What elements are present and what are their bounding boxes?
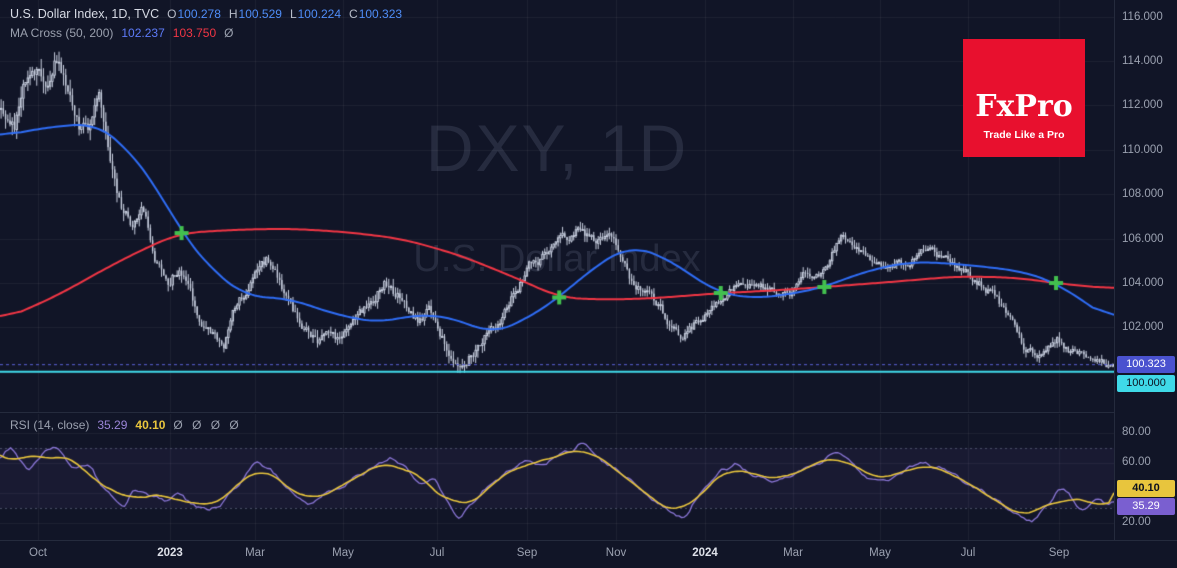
level-price-badge: 100.000	[1117, 375, 1175, 392]
time-axis-label: May	[869, 547, 891, 559]
rsi-value: 35.29	[97, 418, 128, 432]
main-price-pane[interactable]: DXY, 1D U.S. Dollar Index U.S. Dollar In…	[0, 0, 1114, 412]
ma-cross-label[interactable]: MA Cross (50, 200)	[10, 26, 114, 40]
rsi-smooth-value: 40.10	[135, 418, 166, 432]
time-axis-label-year: 2024	[692, 547, 718, 559]
time-axis-label: Sep	[516, 547, 538, 559]
price-axis-label: 104.000	[1122, 277, 1164, 289]
time-axis-label: Mar	[783, 547, 803, 559]
price-axis-label: 112.000	[1122, 99, 1163, 111]
time-axis-label: Jul	[960, 547, 976, 559]
ohlc-low: L 100.224	[290, 7, 341, 21]
ma50-value: 102.237	[121, 26, 165, 40]
time-axis-label: May	[332, 547, 354, 559]
ohlc-high: H 100.529	[229, 7, 282, 21]
high-value: 100.529	[238, 7, 282, 21]
hidden-values-icon: Ø	[224, 26, 237, 40]
hidden-values-icons: Ø Ø Ø Ø	[173, 418, 242, 432]
rsi-chart-canvas[interactable]	[0, 414, 1114, 541]
time-axis-label: Oct	[29, 547, 47, 559]
symbol-title[interactable]: U.S. Dollar Index, 1D, TVC	[10, 7, 160, 21]
main-legend-row[interactable]: U.S. Dollar Index, 1D, TVC O 100.278 H 1…	[10, 7, 402, 21]
close-value: 100.323	[358, 7, 403, 21]
time-axis-label: Jul	[429, 547, 445, 559]
time-axis-label: Sep	[1048, 547, 1070, 559]
price-axis-label: 108.000	[1122, 188, 1164, 200]
price-axis-label: 114.000	[1122, 55, 1163, 67]
fxpro-logo: FxPro Trade Like a Pro	[963, 39, 1085, 157]
close-label: C	[349, 7, 358, 21]
fxpro-brand-text: FxPro	[975, 89, 1073, 124]
time-axis-label: Mar	[245, 547, 265, 559]
price-axis-label: 110.000	[1122, 144, 1163, 156]
ohlc-open: O 100.278	[167, 7, 221, 21]
time-axis[interactable]: Oct 2023 Mar May Jul Sep Nov 2024 Mar Ma…	[0, 540, 1177, 568]
price-chart-canvas[interactable]	[0, 0, 1114, 412]
price-axis-label: 116.000	[1122, 11, 1163, 23]
rsi-value-badge: 35.29	[1117, 498, 1175, 515]
fxpro-tagline: Trade Like a Pro	[983, 129, 1065, 141]
price-axis[interactable]: 116.000 114.000 112.000 110.000 108.000 …	[1114, 0, 1177, 540]
low-value: 100.224	[297, 7, 342, 21]
last-price-badge: 100.323	[1117, 356, 1175, 373]
rsi-axis-label: 80.00	[1122, 426, 1151, 438]
rsi-label[interactable]: RSI (14, close)	[10, 418, 90, 432]
time-axis-label: Nov	[605, 547, 627, 559]
rsi-axis-label: 20.00	[1122, 516, 1151, 528]
rsi-smooth-badge: 40.10	[1117, 480, 1175, 497]
rsi-legend-row[interactable]: RSI (14, close) 35.29 40.10 Ø Ø Ø Ø	[10, 418, 242, 432]
ohlc-close: C 100.323	[349, 7, 402, 21]
rsi-axis-label: 60.00	[1122, 456, 1151, 468]
open-value: 100.278	[177, 7, 221, 21]
low-label: L	[289, 7, 297, 21]
price-axis-label: 106.000	[1122, 233, 1164, 245]
time-axis-label-year: 2023	[157, 547, 183, 559]
ma200-value: 103.750	[172, 26, 217, 40]
ma-cross-legend-row[interactable]: MA Cross (50, 200) 102.237 103.750 Ø	[10, 26, 237, 40]
rsi-pane[interactable]: RSI (14, close) 35.29 40.10 Ø Ø Ø Ø	[0, 412, 1114, 541]
price-axis-label: 102.000	[1122, 321, 1164, 333]
open-label: O	[167, 7, 177, 21]
high-label: H	[228, 7, 238, 21]
